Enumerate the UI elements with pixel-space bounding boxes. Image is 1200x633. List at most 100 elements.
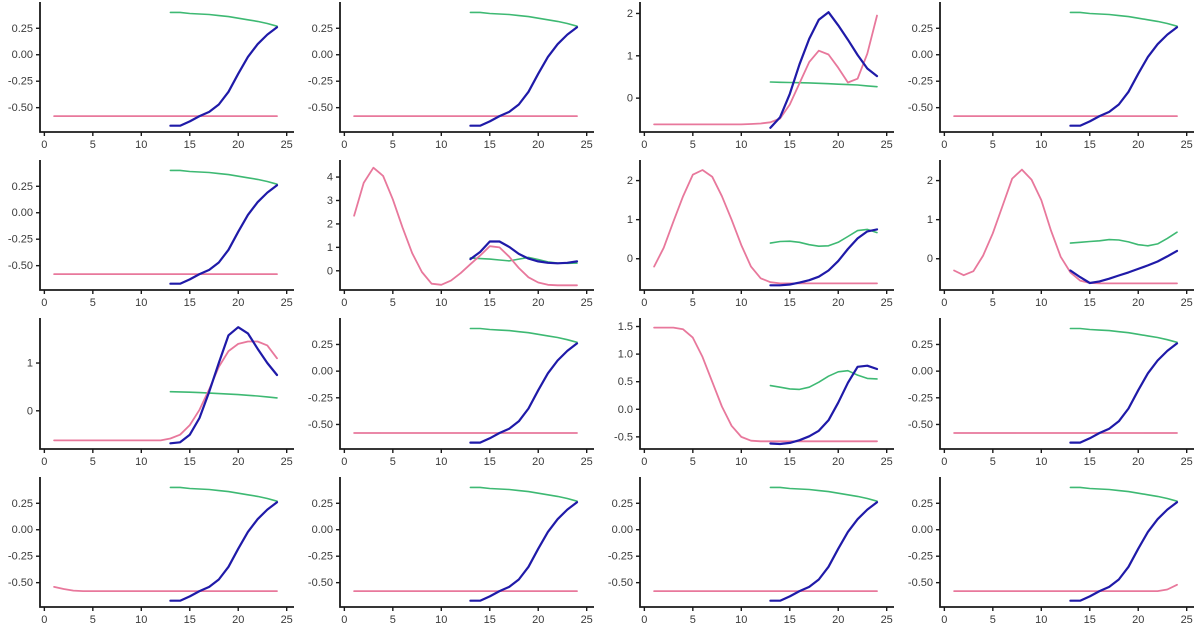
line-chart: 0 5 10 15 20 25 0.25 0.00 -0.25 -0.50 <box>308 477 594 626</box>
x-axis-tick-label: 0 <box>941 139 947 151</box>
line-chart: 0 5 10 15 20 25 0 1 2 <box>627 2 894 151</box>
x-axis-tick-label: 0 <box>341 614 347 626</box>
y-axis-tick-label: 0.25 <box>312 23 333 35</box>
x-axis-tick-label: 5 <box>390 614 396 626</box>
axis-lines <box>339 477 594 608</box>
y-axis-tick-label: 0.00 <box>912 49 933 61</box>
line-chart: 0 5 10 15 20 25 0.25 0.00 -0.25 -0.50 <box>8 477 294 626</box>
x-axis-tick-label: 15 <box>484 139 496 151</box>
x-axis-tick-label: 5 <box>990 456 996 468</box>
chart-panel-r1-c3: 0 5 10 15 20 25 0 1 2 <box>600 0 900 158</box>
line-chart: 0 5 10 15 20 25 0 1 2 <box>927 160 1194 309</box>
x-axis-tick-label: 15 <box>484 614 496 626</box>
x-axis-tick-label: 20 <box>232 614 244 626</box>
x-axis-tick-label: 25 <box>581 456 593 468</box>
x-axis-tick-label: 25 <box>581 139 593 151</box>
y-axis-tick-label: -0.50 <box>8 260 33 272</box>
y-axis-tick-label: 0 <box>927 253 933 265</box>
x-axis-tick-label: 20 <box>1132 297 1144 309</box>
chart-panel-r4-c2: 0 5 10 15 20 25 0.25 0.00 -0.25 -0.50 <box>300 475 600 633</box>
chart-panel-r4-c3: 0 5 10 15 20 25 0.25 0.00 -0.25 -0.50 <box>600 475 900 633</box>
x-axis-tick-label: 15 <box>784 297 796 309</box>
line-chart: 0 5 10 15 20 25 0 1 <box>27 318 294 468</box>
y-axis-tick-label: -0.25 <box>608 551 633 563</box>
axis-lines <box>339 318 594 450</box>
y-axis-tick-label: -0.50 <box>908 577 933 589</box>
y-axis-tick-label: 0.25 <box>12 23 33 35</box>
green-line <box>769 228 878 247</box>
axis-lines <box>339 2 594 133</box>
x-axis-tick-label: 20 <box>832 297 844 309</box>
x-axis-tick-label: 15 <box>484 456 496 468</box>
x-axis-tick-label: 0 <box>941 614 947 626</box>
chart-panel-r2-c1: 0 5 10 15 20 25 0.25 0.00 -0.25 -0.50 <box>0 158 300 316</box>
x-axis-tick-label: 0 <box>641 139 647 151</box>
axis-lines <box>639 160 894 291</box>
pink-line <box>53 586 278 592</box>
line-chart: 0 5 10 15 20 25 0.25 0.00 -0.25 -0.50 <box>908 477 1194 626</box>
line-chart: 0 5 10 15 20 25 0.25 0.00 -0.25 -0.50 <box>908 2 1194 151</box>
y-axis-tick-label: -0.25 <box>908 551 933 563</box>
x-axis-tick-label: 0 <box>41 297 47 309</box>
navy-line <box>469 26 579 127</box>
y-axis-tick-label: -0.50 <box>8 102 33 114</box>
navy-line <box>1069 342 1179 444</box>
x-axis-tick-label: 20 <box>532 297 544 309</box>
x-axis-tick-label: 0 <box>941 456 947 468</box>
axis-lines <box>939 318 1194 450</box>
navy-line <box>469 342 579 444</box>
x-axis-tick-label: 15 <box>484 297 496 309</box>
x-axis-tick-label: 5 <box>690 139 696 151</box>
x-axis-tick-label: 15 <box>184 456 196 468</box>
x-axis-tick-label: 5 <box>390 297 396 309</box>
chart-panel-r1-c1: 0 5 10 15 20 25 0.25 0.00 -0.25 -0.50 <box>0 0 300 158</box>
navy-line <box>169 26 279 127</box>
navy-line <box>1069 249 1179 285</box>
x-axis-tick-label: 10 <box>435 614 447 626</box>
x-axis-tick-label: 25 <box>281 297 293 309</box>
x-axis-tick-label: 15 <box>1084 139 1096 151</box>
y-axis-tick-label: 0.5 <box>618 376 633 388</box>
y-axis-tick-label: 0.25 <box>12 181 33 193</box>
x-axis-tick-label: 10 <box>1035 139 1047 151</box>
x-axis-tick-label: 10 <box>735 456 747 468</box>
y-axis-tick-label: -0.50 <box>308 419 333 431</box>
axis-lines <box>339 160 594 291</box>
x-axis-tick-label: 5 <box>690 297 696 309</box>
x-axis-tick-label: 25 <box>281 456 293 468</box>
x-axis-tick-label: 0 <box>641 614 647 626</box>
x-axis-tick-label: 0 <box>341 456 347 468</box>
x-axis-tick-label: 10 <box>1035 297 1047 309</box>
x-axis-tick-label: 15 <box>184 139 196 151</box>
pink-line <box>653 326 878 443</box>
x-axis-tick-label: 0 <box>41 456 47 468</box>
navy-line <box>169 501 279 602</box>
green-line <box>1069 11 1178 28</box>
line-chart: 0 5 10 15 20 25 0.25 0.00 -0.25 -0.50 <box>8 2 294 151</box>
x-axis-tick-label: 5 <box>990 297 996 309</box>
line-chart: 0 5 10 15 20 25 0 1 2 3 4 <box>327 160 594 309</box>
y-axis-tick-label: 3 <box>327 195 333 207</box>
line-chart: 0 5 10 15 20 25 0.25 0.00 -0.25 -0.50 <box>908 318 1194 468</box>
y-axis-tick-label: 1 <box>27 358 33 370</box>
x-axis-tick-label: 15 <box>784 456 796 468</box>
green-line <box>169 169 278 186</box>
green-line <box>169 390 278 399</box>
chart-panel-r3-c4: 0 5 10 15 20 25 0.25 0.00 -0.25 -0.50 <box>900 316 1200 475</box>
x-axis-tick-label: 0 <box>41 139 47 151</box>
x-axis-tick-label: 5 <box>390 456 396 468</box>
green-line <box>169 486 278 503</box>
x-axis-tick-label: 20 <box>1132 614 1144 626</box>
chart-panel-r2-c2: 0 5 10 15 20 25 0 1 2 3 4 <box>300 158 600 316</box>
x-axis-tick-label: 15 <box>1084 297 1096 309</box>
x-axis-tick-label: 25 <box>581 614 593 626</box>
line-chart: 0 5 10 15 20 25 0.25 0.00 -0.25 -0.50 <box>308 318 594 468</box>
pink-line <box>53 340 278 442</box>
y-axis-tick-label: 0.00 <box>612 524 633 536</box>
axis-lines <box>39 2 294 133</box>
y-axis-tick-label: 1 <box>627 50 633 62</box>
y-axis-tick-label: 0.00 <box>12 49 33 61</box>
x-axis-tick-label: 0 <box>941 297 947 309</box>
y-axis-tick-label: 1 <box>627 214 633 226</box>
y-axis-tick-label: -0.50 <box>308 577 333 589</box>
